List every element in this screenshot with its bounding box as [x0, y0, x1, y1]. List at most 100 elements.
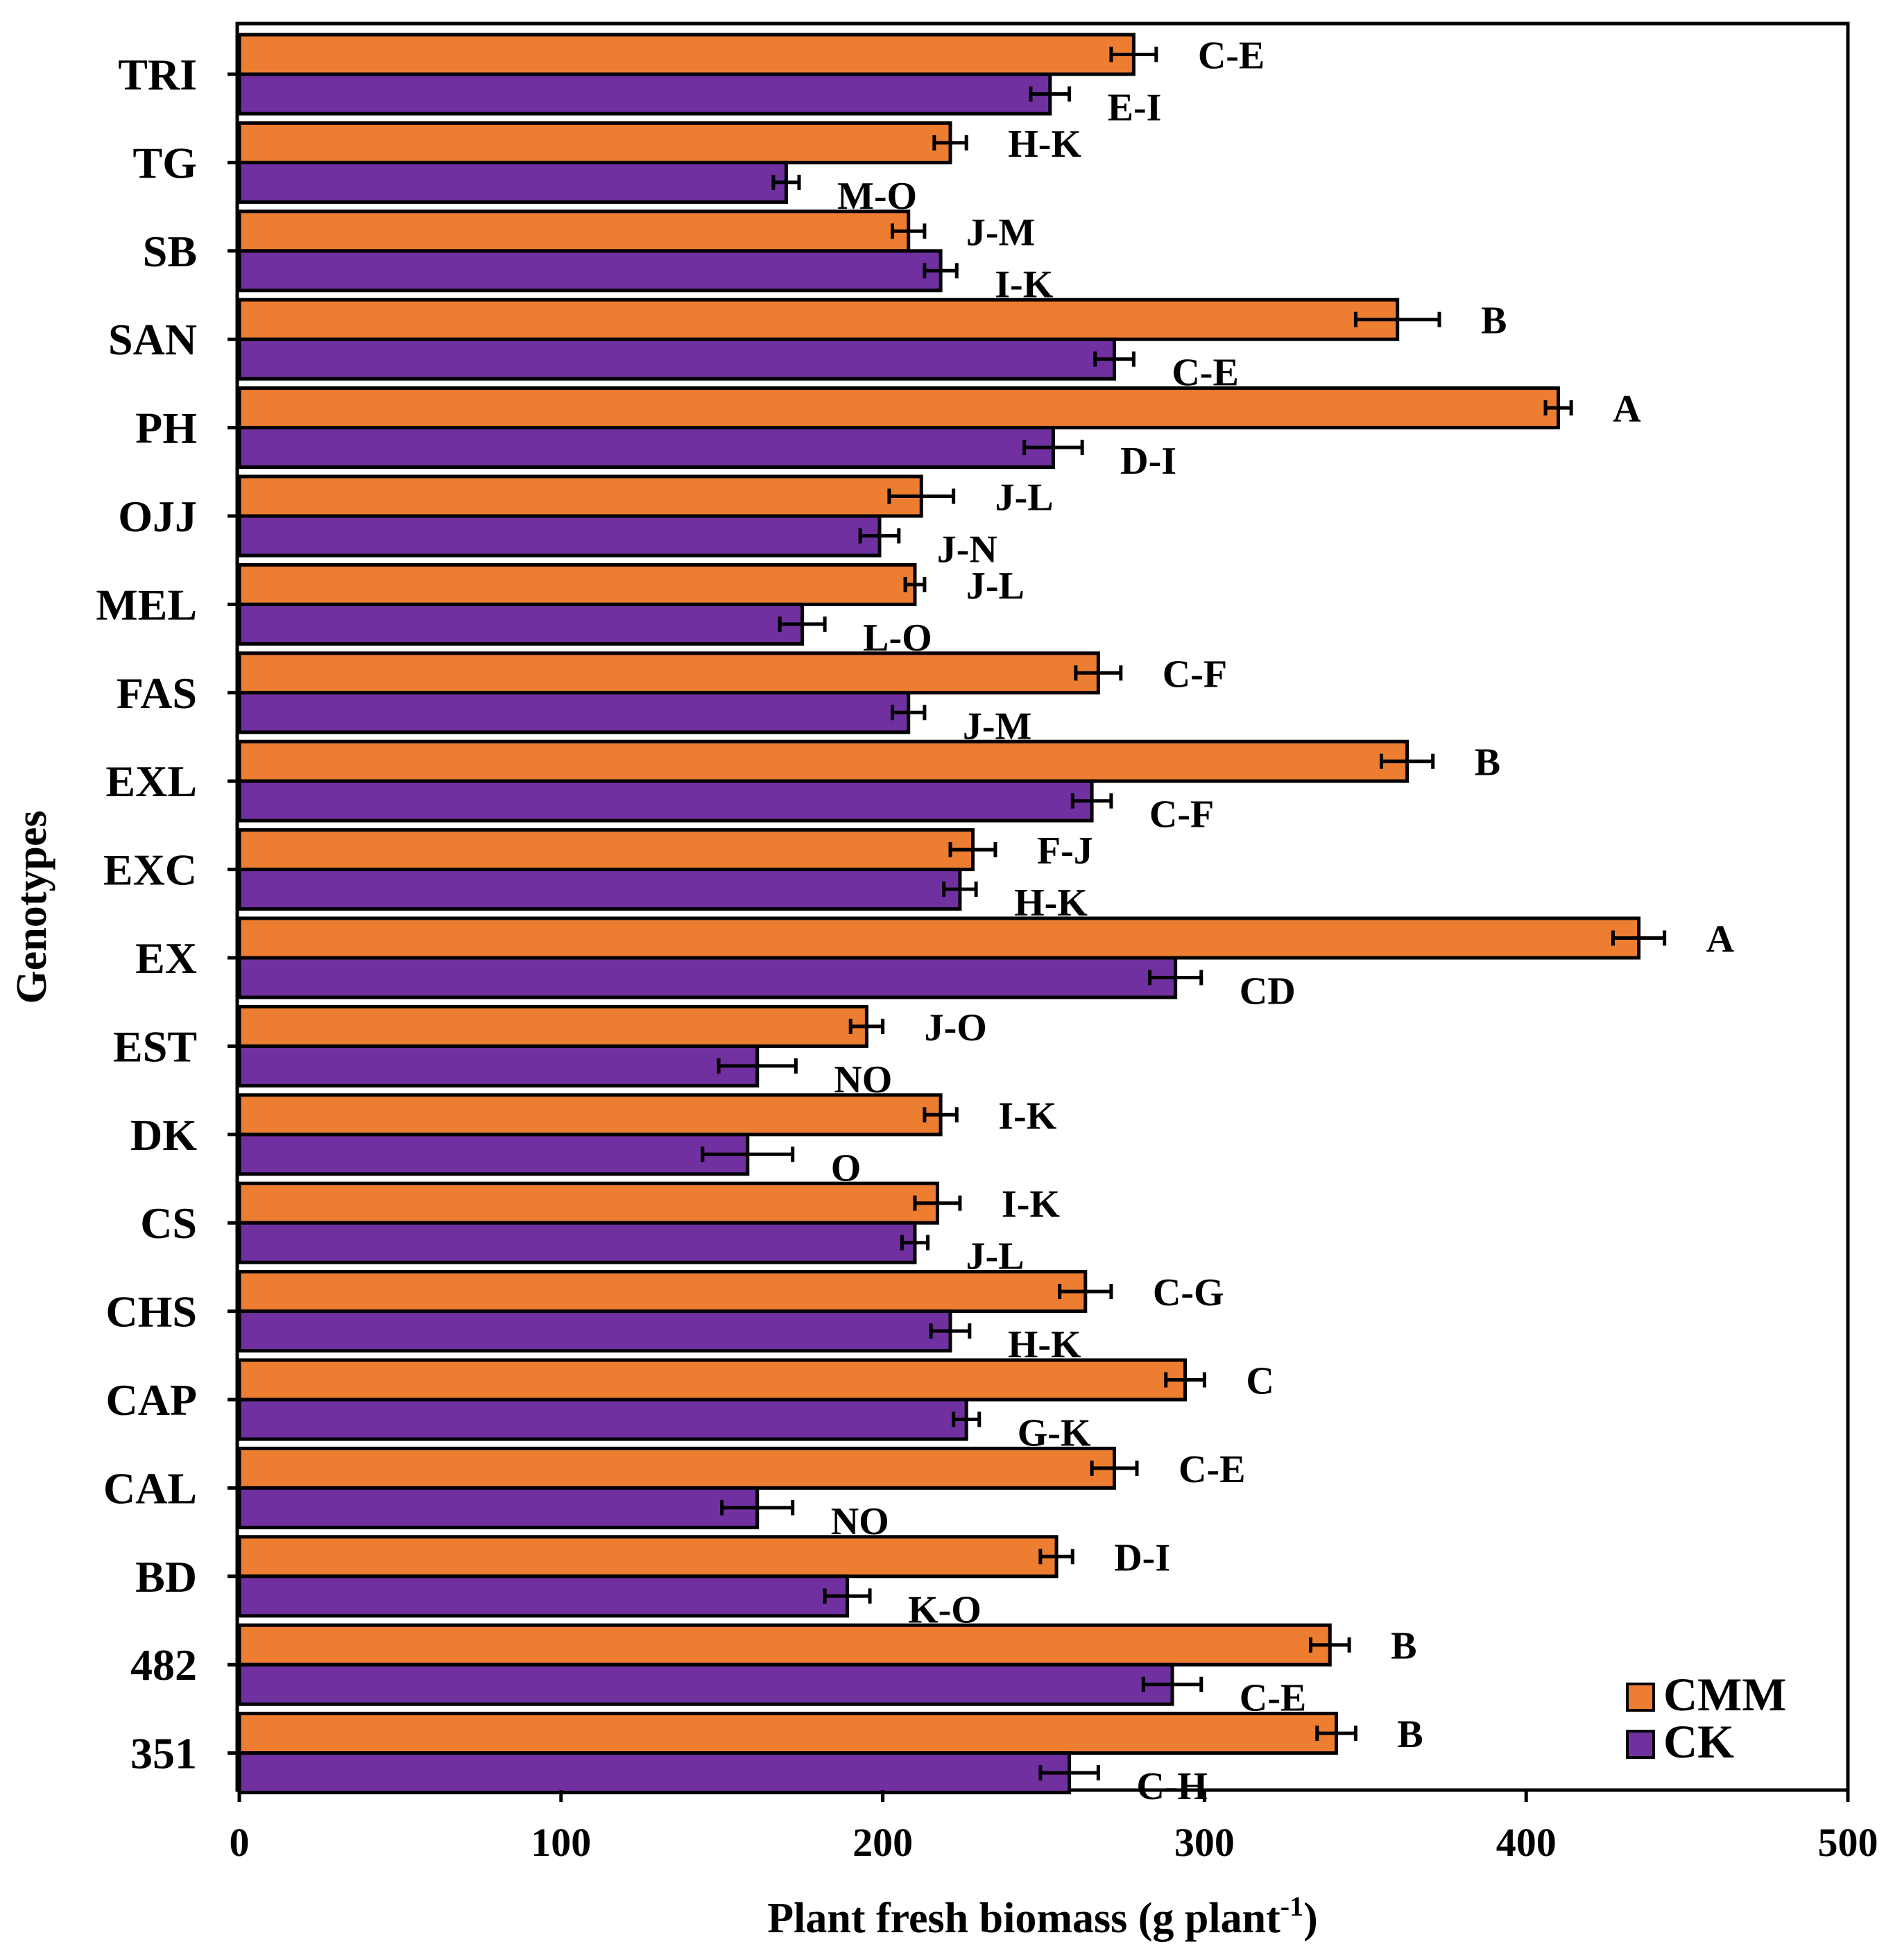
data-label-cmm-482: B: [1391, 1625, 1416, 1668]
bar-cmm-cap: [237, 1358, 1188, 1402]
bar-ck-est: [237, 1044, 760, 1088]
data-label-cmm-dk: I-K: [998, 1094, 1056, 1137]
data-label-cmm-san: B: [1481, 300, 1507, 343]
data-label-cmm-ex: A: [1706, 918, 1735, 961]
bar-cmm-chs: [237, 1270, 1088, 1314]
data-label-cmm-cap: C: [1246, 1360, 1274, 1403]
bar-ck-tri: [237, 72, 1052, 116]
bar-ck-fas: [237, 691, 911, 734]
y-tick-label-sb: SB: [143, 227, 197, 276]
bar-ck-cap: [237, 1398, 968, 1441]
data-label-cmm-exl: B: [1475, 741, 1500, 784]
data-label-ck-ojj: J-N: [937, 528, 997, 571]
x-tick-label-100: 100: [531, 1820, 591, 1865]
bar-cmm-cs: [237, 1181, 939, 1225]
data-label-ck-exl: C-F: [1149, 793, 1214, 836]
data-label-cmm-fas: C-F: [1163, 653, 1227, 696]
legend-swatch-ck: [1626, 1730, 1655, 1759]
bar-ck-ex: [237, 956, 1178, 999]
y-tick-label-exc: EXC: [103, 845, 197, 895]
y-tick-label-est: EST: [113, 1022, 197, 1071]
y-tick-label-exl: EXL: [105, 757, 197, 806]
bar-ck-sb: [237, 249, 943, 293]
data-label-cmm-sb: J-M: [966, 211, 1036, 254]
legend-label-ck: CK: [1663, 1715, 1734, 1768]
data-label-cmm-tri: C-E: [1198, 35, 1265, 78]
y-tick-label-san: SAN: [108, 315, 197, 364]
data-label-cmm-est: J-O: [925, 1006, 987, 1049]
bar-cmm-exl: [237, 739, 1410, 783]
data-label-cmm-mel: J-L: [966, 565, 1025, 608]
bar-ck-chs: [237, 1309, 952, 1353]
x-axis-title-superscript: -1: [1280, 1891, 1303, 1922]
data-label-cmm-ph: A: [1613, 388, 1641, 431]
y-tick-label-tri: TRI: [118, 50, 197, 99]
data-label-ck-ph: D-I: [1120, 440, 1176, 483]
bar-cmm-ph: [237, 386, 1561, 430]
y-tick-label-482: 482: [130, 1640, 197, 1690]
data-label-cmm-bd: D-I: [1114, 1536, 1170, 1579]
data-label-cmm-351: B: [1397, 1713, 1423, 1756]
bar-cmm-exc: [237, 828, 975, 872]
data-label-ck-tri: E-I: [1108, 87, 1162, 130]
bar-cmm-dk: [237, 1093, 943, 1137]
bar-cmm-ex: [237, 916, 1641, 960]
bar-cmm-cal: [237, 1446, 1117, 1490]
bar-ck-cal: [237, 1486, 760, 1529]
data-label-cmm-tg: H-K: [1008, 123, 1081, 166]
bar-ck-351: [237, 1751, 1072, 1795]
data-label-cmm-exc: F-J: [1037, 829, 1093, 872]
data-label-cmm-cal: C-E: [1179, 1448, 1245, 1491]
data-label-ck-351: C-H: [1136, 1765, 1208, 1808]
bar-cmm-fas: [237, 651, 1100, 695]
y-tick-label-cal: CAL: [103, 1463, 197, 1513]
data-label-ck-ex: CD: [1240, 970, 1296, 1013]
y-tick-label-ex: EX: [135, 934, 197, 983]
bar-ck-tg: [237, 160, 788, 204]
bar-cmm-san: [237, 298, 1400, 341]
y-tick-label-ph: PH: [135, 404, 197, 453]
y-tick-label-chs: CHS: [105, 1287, 197, 1336]
y-tick-label-tg: TG: [133, 138, 197, 187]
bar-cmm-est: [237, 1004, 868, 1048]
bar-ck-482: [237, 1662, 1174, 1706]
bar-ck-ojj: [237, 514, 882, 558]
bar-cmm-mel: [237, 562, 917, 606]
y-tick-label-ojj: OJJ: [118, 492, 197, 541]
x-tick-label-0: 0: [230, 1820, 250, 1865]
bar-cmm-sb: [237, 209, 911, 253]
data-label-cmm-cs: I-K: [1002, 1183, 1060, 1226]
legend-swatch-cmm: [1626, 1683, 1655, 1712]
bar-ck-san: [237, 337, 1117, 381]
y-tick-label-cap: CAP: [105, 1375, 197, 1425]
legend: CMM CK: [1626, 1668, 1786, 1768]
bar-ck-cs: [237, 1221, 917, 1264]
bar-cmm-bd: [237, 1535, 1059, 1579]
x-tick-label-200: 200: [853, 1820, 913, 1865]
bar-ck-mel: [237, 602, 805, 646]
y-axis-title: Genotypes: [8, 811, 55, 1004]
bar-ck-bd: [237, 1574, 850, 1618]
y-tick-label-mel: MEL: [96, 580, 197, 629]
bar-ck-exl: [237, 779, 1094, 823]
x-tick-label-400: 400: [1496, 1820, 1557, 1865]
bar-ck-dk: [237, 1133, 750, 1176]
bar-ck-ph: [237, 426, 1055, 470]
x-tick-label-500: 500: [1818, 1820, 1878, 1865]
bar-cmm-482: [237, 1623, 1332, 1667]
y-tick-label-351: 351: [130, 1729, 197, 1778]
y-tick-label-dk: DK: [130, 1110, 197, 1160]
bar-cmm-351: [237, 1712, 1339, 1755]
data-label-cmm-chs: C-G: [1153, 1271, 1224, 1314]
bar-cmm-tri: [237, 33, 1136, 76]
y-tick-label-cs: CS: [140, 1198, 197, 1248]
bar-cmm-ojj: [237, 474, 923, 518]
bar-cmm-tg: [237, 121, 952, 164]
bar-ck-exc: [237, 868, 962, 911]
x-axis-title: Plant fresh biomass (g plant-1): [767, 1891, 1317, 1942]
x-tick-label-300: 300: [1174, 1820, 1235, 1865]
y-tick-label-fas: FAS: [117, 669, 197, 718]
y-tick-label-bd: BD: [135, 1552, 197, 1601]
legend-label-cmm: CMM: [1663, 1668, 1786, 1721]
